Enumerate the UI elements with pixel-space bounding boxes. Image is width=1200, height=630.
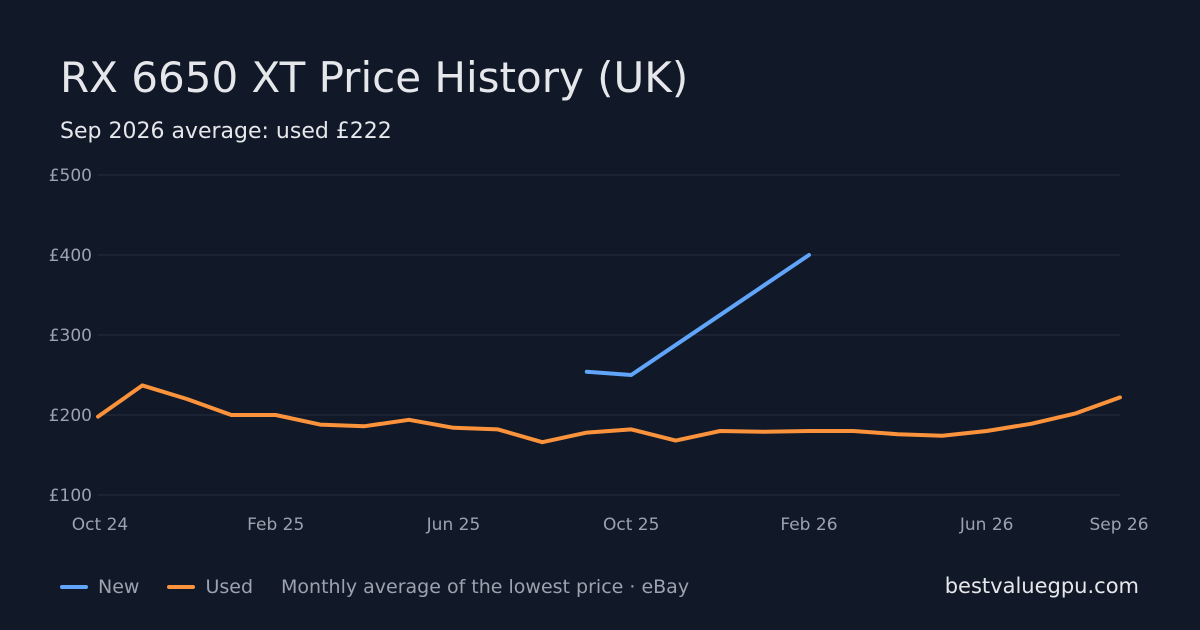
legend-item-new: New <box>60 576 139 598</box>
x-tick-label: Feb 25 <box>247 515 304 535</box>
series-line-used <box>96 383 1122 445</box>
x-tick-label: Oct 24 <box>72 515 128 535</box>
legend-swatch-new <box>60 585 88 589</box>
y-tick-label: £400 <box>49 246 92 266</box>
y-tick-label: £300 <box>49 326 92 346</box>
legend-item-used: Used <box>167 576 253 598</box>
y-tick-label: £200 <box>49 406 92 426</box>
brand-site-name: bestvaluegpu.com <box>944 574 1139 598</box>
x-tick-label: Sep 26 <box>1089 515 1148 535</box>
y-tick-label: £100 <box>49 486 92 506</box>
x-tick-label: Jun 25 <box>426 515 481 535</box>
x-axis-labels: Oct 24 Feb 25 Jun 25 Oct 25 Feb 26 Jun 26 Sep … <box>72 515 1149 535</box>
legend-swatch-used <box>167 585 196 589</box>
series-lines <box>96 253 1122 445</box>
series-line-new <box>584 253 811 377</box>
legend-label-used: Used <box>205 576 254 598</box>
x-tick-label: Feb 26 <box>780 515 837 535</box>
y-axis-labels: £100 £200 £300 £400 £500 <box>49 166 92 506</box>
y-tick-label: £500 <box>49 166 92 186</box>
x-tick-label: Jun 26 <box>959 515 1014 535</box>
legend: New Used Monthly average of the lowest p… <box>60 572 689 602</box>
x-tick-label: Oct 25 <box>603 515 659 535</box>
legend-label-new: New <box>98 576 140 598</box>
legend-note: Monthly average of the lowest price · eB… <box>281 576 690 598</box>
chart-subtitle: Sep 2026 average: used £222 <box>60 119 392 144</box>
chart-title: RX 6650 XT Price History (UK) <box>60 53 689 102</box>
grid-lines <box>98 174 1120 496</box>
